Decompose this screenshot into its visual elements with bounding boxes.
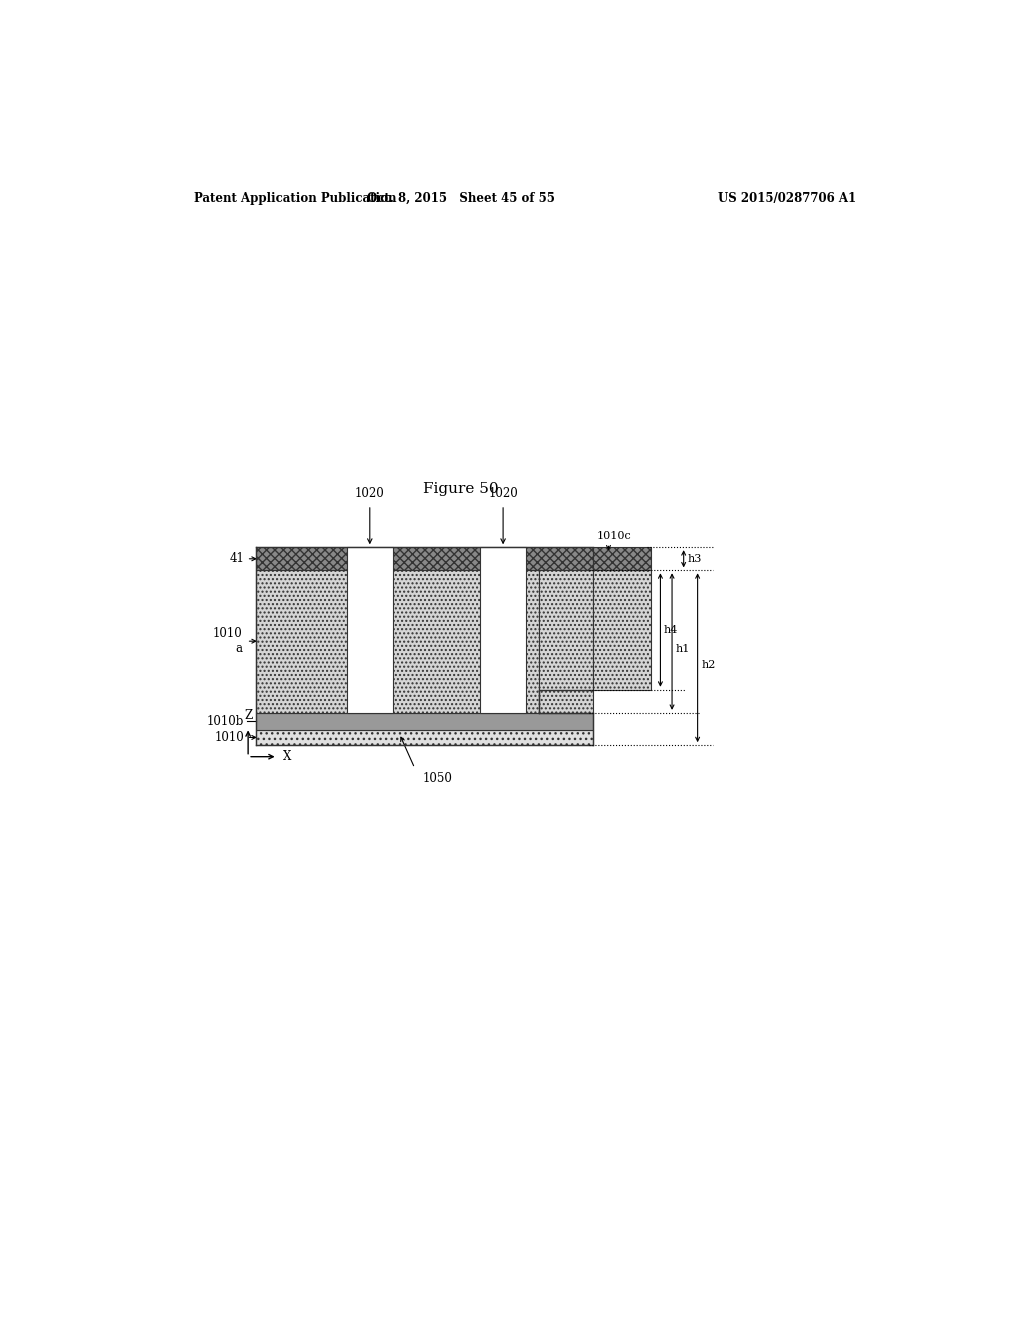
Bar <box>480 548 526 713</box>
Bar <box>346 548 393 713</box>
Text: 1010: 1010 <box>214 731 245 744</box>
Bar <box>593 570 651 689</box>
Text: 41: 41 <box>229 552 245 565</box>
Text: 1010b: 1010b <box>207 714 245 727</box>
Text: Z: Z <box>244 709 252 722</box>
Bar <box>539 570 593 713</box>
Text: 1050: 1050 <box>423 772 453 785</box>
Text: h1: h1 <box>675 644 689 655</box>
Text: Patent Application Publication: Patent Application Publication <box>194 191 396 205</box>
Text: US 2015/0287706 A1: US 2015/0287706 A1 <box>719 191 856 205</box>
Text: 1010c: 1010c <box>597 531 632 541</box>
Text: 1010
a: 1010 a <box>212 627 242 655</box>
Text: 1020: 1020 <box>488 487 518 499</box>
Text: h4: h4 <box>664 626 678 635</box>
Bar <box>256 730 593 744</box>
Text: Oct. 8, 2015   Sheet 45 of 55: Oct. 8, 2015 Sheet 45 of 55 <box>368 191 555 205</box>
Text: 1020: 1020 <box>355 487 385 499</box>
Bar <box>256 548 593 570</box>
Text: X: X <box>283 750 292 763</box>
Text: h3: h3 <box>687 554 701 564</box>
Text: h2: h2 <box>701 660 716 671</box>
Text: Figure 50: Figure 50 <box>424 483 499 496</box>
Bar <box>256 713 593 730</box>
Bar <box>256 570 539 713</box>
Bar <box>593 548 651 570</box>
